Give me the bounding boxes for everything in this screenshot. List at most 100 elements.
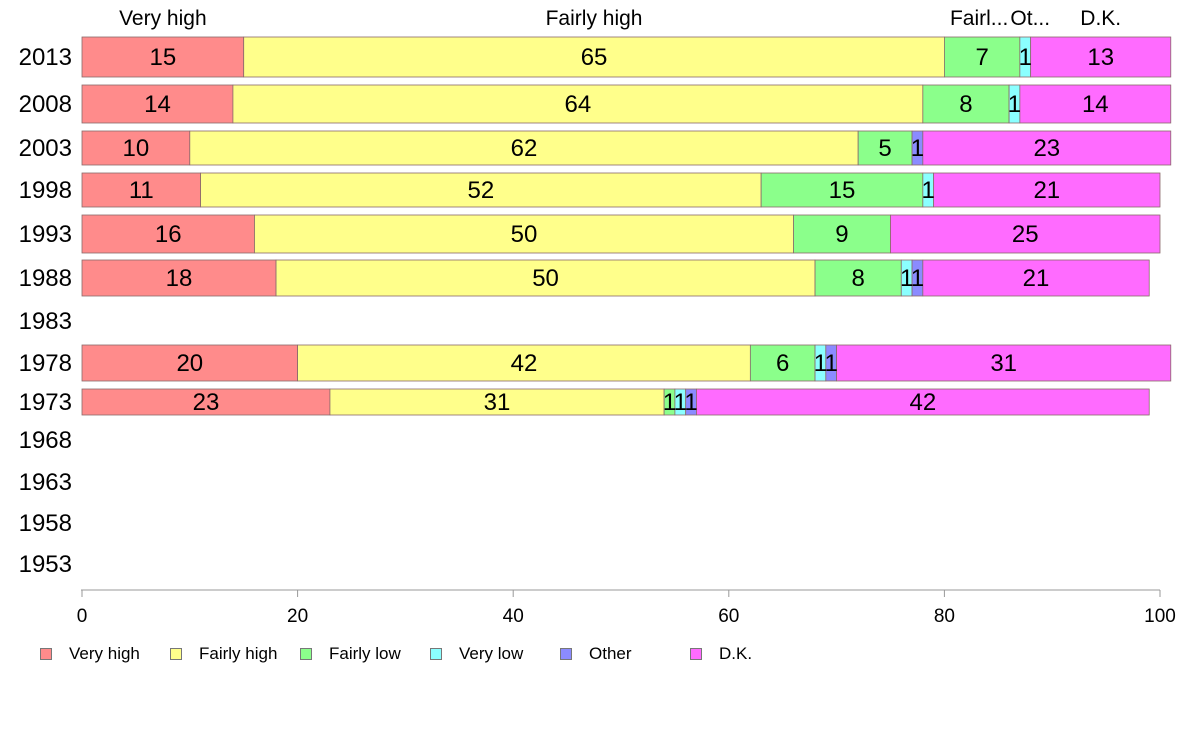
x-tick-label-100: 100 (1144, 606, 1176, 627)
data-label-1998-fairly-high: 52 (468, 177, 495, 204)
data-label-2013-fairly-high: 65 (581, 44, 608, 71)
bar-segment-1973-fairly-high (329, 388, 665, 416)
data-label-1988-other: 1 (911, 265, 924, 292)
legend-label: Very high (69, 644, 140, 663)
bar-segment-1978-fairly-high (297, 344, 751, 382)
bar-segment-1998-fairly-low (760, 172, 924, 208)
legend-label: D.K. (719, 644, 753, 663)
year-label-1998: 1998 (19, 177, 72, 204)
legend-swatch (40, 648, 52, 660)
bar-segment-1993-fairly-low (793, 214, 891, 254)
legend: Very high Fairly high Fairly low Very low Ot… (40, 644, 1140, 668)
data-label-1998-very-high: 11 (129, 177, 154, 204)
bar-segment-1993-very-high (81, 214, 255, 254)
data-label-1998-fairly-low: 15 (829, 177, 856, 204)
bar-segment-2008-very-high (81, 84, 234, 124)
bar-segment-1993-d-k- (890, 214, 1161, 254)
year-label-2003: 2003 (19, 135, 72, 162)
legend-item-other: Other (560, 644, 632, 664)
data-label-1973-very-high: 23 (193, 389, 220, 416)
bar-segment-2013-fairly-high (243, 36, 945, 78)
data-label-1978-other: 1 (825, 350, 838, 377)
bar-segment-2008-fairly-high (232, 84, 924, 124)
top-labels-layer: Very high Fairly high Fairl... Ot... D.K. (119, 7, 1121, 30)
year-label-2013: 2013 (19, 44, 72, 71)
data-label-1978-fairly-low: 6 (776, 350, 789, 377)
data-label-2008-fairly-high: 64 (565, 91, 592, 118)
bar-segment-1978-d-k- (836, 344, 1172, 382)
data-label-1978-very-high: 20 (176, 350, 203, 377)
data-label-1988-fairly-low: 8 (851, 265, 864, 292)
year-label-1953: 1953 (19, 551, 72, 578)
year-label-1983: 1983 (19, 308, 72, 335)
bars-layer (81, 36, 1172, 416)
x-tick-label-20: 20 (287, 606, 308, 627)
data-label-1973-other: 1 (684, 389, 697, 416)
bar-segment-1973-very-high (81, 388, 331, 416)
data-label-1993-very-high: 16 (155, 221, 182, 248)
year-label-1968: 1968 (19, 427, 72, 454)
data-label-1978-fairly-high: 42 (511, 350, 538, 377)
year-label-1963: 1963 (19, 469, 72, 496)
data-label-1998-d-k-: 21 (1033, 177, 1060, 204)
legend-label: Fairly low (329, 644, 401, 663)
data-label-1998-very-low: 1 (922, 177, 935, 204)
legend-item-very-low: Very low (430, 644, 523, 664)
bar-segment-1998-d-k- (933, 172, 1161, 208)
x-tick-label-60: 60 (718, 606, 739, 627)
bar-segment-1973-d-k- (696, 388, 1150, 416)
bar-segment-1988-d-k- (922, 259, 1150, 297)
year-label-1993: 1993 (19, 221, 72, 248)
bar-segment-1978-very-high (81, 344, 299, 382)
data-label-1988-d-k-: 21 (1023, 265, 1050, 292)
bar-segment-2003-fairly-low (857, 130, 913, 166)
data-label-1993-fairly-low: 9 (835, 221, 848, 248)
top-label-2: Fairl... (950, 7, 1008, 30)
data-label-1993-fairly-high: 50 (511, 221, 538, 248)
data-label-1988-fairly-high: 50 (532, 265, 559, 292)
top-label-1: Fairly high (546, 7, 643, 30)
year-label-1973: 1973 (19, 389, 72, 416)
bar-segment-2008-d-k- (1019, 84, 1172, 124)
data-label-2008-d-k-: 14 (1082, 91, 1109, 118)
bar-segment-1988-fairly-low (814, 259, 902, 297)
bar-segment-2013-d-k- (1030, 36, 1172, 78)
x-tick-label-0: 0 (77, 606, 88, 627)
bar-segment-2013-fairly-low (944, 36, 1021, 78)
data-label-2008-very-low: 1 (1008, 91, 1021, 118)
data-label-1988-very-low: 1 (900, 265, 913, 292)
legend-swatch (690, 648, 702, 660)
x-tick-label-40: 40 (503, 606, 524, 627)
data-label-1978-d-k-: 31 (990, 350, 1017, 377)
bar-segment-1988-very-high (81, 259, 277, 297)
bar-segment-2003-d-k- (922, 130, 1172, 166)
data-label-2013-d-k-: 13 (1087, 44, 1114, 71)
bar-segment-2008-fairly-low (922, 84, 1010, 124)
data-label-1973-fairly-low: 1 (663, 389, 676, 416)
year-label-1978: 1978 (19, 350, 72, 377)
year-label-2008: 2008 (19, 91, 72, 118)
data-label-1988-very-high: 18 (166, 265, 193, 292)
bar-segment-1988-fairly-high (275, 259, 816, 297)
data-label-2003-d-k-: 23 (1033, 135, 1060, 162)
x-tick-label-80: 80 (934, 606, 955, 627)
data-label-1978-very-low: 1 (814, 350, 827, 377)
legend-swatch (560, 648, 572, 660)
data-label-2013-very-low: 1 (1019, 44, 1032, 71)
bar-segment-1993-fairly-high (254, 214, 794, 254)
legend-label: Other (589, 644, 632, 663)
top-label-4: D.K. (1080, 7, 1121, 30)
legend-item-d-k-: D.K. (690, 644, 752, 664)
bar-segment-1978-fairly-low (749, 344, 816, 382)
legend-label: Fairly high (199, 644, 278, 663)
bar-segment-1998-very-high (81, 172, 201, 208)
legend-item-very-high: Very high (40, 644, 140, 664)
data-label-1973-d-k-: 42 (909, 389, 936, 416)
bar-segment-2003-very-high (81, 130, 191, 166)
data-label-1973-very-low: 1 (674, 389, 687, 416)
data-label-2003-fairly-low: 5 (878, 135, 891, 162)
legend-item-fairly-high: Fairly high (170, 644, 277, 664)
legend-swatch (170, 648, 182, 660)
data-label-1993-d-k-: 25 (1012, 221, 1039, 248)
